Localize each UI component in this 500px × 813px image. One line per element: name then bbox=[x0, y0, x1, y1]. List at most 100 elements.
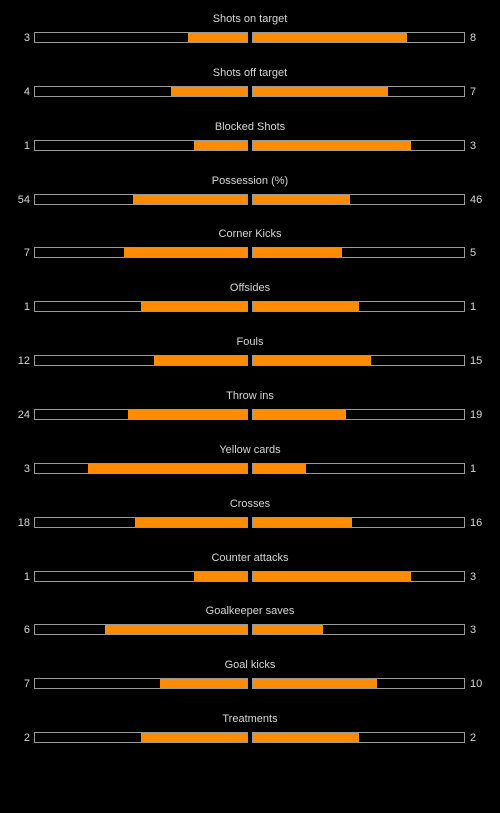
away-bar-fill bbox=[253, 33, 408, 42]
home-bar bbox=[34, 517, 248, 528]
stat-row: Goalkeeper saves 6 3 bbox=[0, 604, 500, 644]
away-value: 3 bbox=[470, 140, 477, 152]
stat-label: Shots on target bbox=[212, 13, 288, 25]
stat-label: Crosses bbox=[229, 498, 271, 510]
home-bar-fill bbox=[132, 195, 247, 204]
stat-row: Blocked Shots 1 3 bbox=[0, 120, 500, 160]
home-bar-fill bbox=[124, 248, 247, 257]
stat-row: Shots on target 3 8 bbox=[0, 12, 500, 52]
away-bar bbox=[252, 140, 465, 151]
home-bar-fill bbox=[194, 141, 247, 150]
stat-label: Corner Kicks bbox=[218, 228, 282, 240]
away-bar-fill bbox=[253, 141, 412, 150]
home-bar-fill bbox=[88, 464, 247, 473]
away-bar bbox=[252, 517, 465, 528]
home-bar bbox=[34, 247, 248, 258]
away-bar-fill bbox=[253, 248, 342, 257]
home-value: 1 bbox=[23, 571, 30, 583]
stat-label: Offsides bbox=[229, 282, 271, 294]
home-bar bbox=[34, 732, 248, 743]
home-value: 4 bbox=[23, 86, 30, 98]
stat-label: Treatments bbox=[222, 713, 278, 725]
away-bar-fill bbox=[253, 302, 359, 311]
home-bar-fill bbox=[170, 87, 247, 96]
home-bar-fill bbox=[141, 302, 247, 311]
home-bar bbox=[34, 678, 248, 689]
away-bar bbox=[252, 355, 465, 366]
home-value: 3 bbox=[23, 463, 30, 475]
stat-row: Corner Kicks 7 5 bbox=[0, 227, 500, 267]
away-value: 19 bbox=[470, 409, 483, 421]
away-bar-fill bbox=[253, 195, 351, 204]
stat-row: Fouls 12 15 bbox=[0, 335, 500, 375]
away-bar-fill bbox=[253, 679, 378, 688]
away-bar-fill bbox=[253, 87, 389, 96]
stat-row: Crosses 18 16 bbox=[0, 497, 500, 537]
away-bar-fill bbox=[253, 356, 372, 365]
home-value: 1 bbox=[23, 140, 30, 152]
away-bar bbox=[252, 463, 465, 474]
home-value: 1 bbox=[23, 301, 30, 313]
home-value: 7 bbox=[23, 247, 30, 259]
away-bar bbox=[252, 678, 465, 689]
stat-row: Possession (%) 54 46 bbox=[0, 174, 500, 214]
home-bar bbox=[34, 194, 248, 205]
away-value: 15 bbox=[470, 355, 483, 367]
home-value: 2 bbox=[23, 732, 30, 744]
home-value: 12 bbox=[17, 355, 30, 367]
away-value: 3 bbox=[470, 571, 477, 583]
away-bar-fill bbox=[253, 410, 346, 419]
away-value: 8 bbox=[470, 32, 477, 44]
stat-label: Blocked Shots bbox=[214, 121, 286, 133]
stat-label: Counter attacks bbox=[211, 552, 289, 564]
home-value: 54 bbox=[17, 194, 30, 206]
stat-label: Throw ins bbox=[226, 390, 274, 402]
away-bar bbox=[252, 194, 465, 205]
away-value: 46 bbox=[470, 194, 483, 206]
stat-row: Goal kicks 7 10 bbox=[0, 658, 500, 698]
away-value: 1 bbox=[470, 301, 477, 313]
away-value: 10 bbox=[470, 678, 483, 690]
stat-row: Yellow cards 3 1 bbox=[0, 443, 500, 483]
home-bar-fill bbox=[134, 518, 247, 527]
stat-row: Counter attacks 1 3 bbox=[0, 551, 500, 591]
away-bar bbox=[252, 732, 465, 743]
home-bar-fill bbox=[153, 356, 247, 365]
away-bar bbox=[252, 247, 465, 258]
away-value: 1 bbox=[470, 463, 477, 475]
away-value: 7 bbox=[470, 86, 477, 98]
home-bar-fill bbox=[128, 410, 247, 419]
stat-label: Fouls bbox=[236, 336, 264, 348]
away-bar-fill bbox=[253, 572, 412, 581]
away-value: 16 bbox=[470, 517, 483, 529]
home-bar-fill bbox=[187, 33, 247, 42]
home-bar-fill bbox=[194, 572, 247, 581]
stat-label: Possession (%) bbox=[211, 175, 289, 187]
away-bar bbox=[252, 32, 465, 43]
away-bar-fill bbox=[253, 464, 306, 473]
home-value: 18 bbox=[17, 517, 30, 529]
stat-row: Treatments 2 2 bbox=[0, 712, 500, 752]
home-bar-fill bbox=[104, 625, 247, 634]
home-bar bbox=[34, 86, 248, 97]
stat-row: Shots off target 4 7 bbox=[0, 66, 500, 106]
away-bar bbox=[252, 624, 465, 635]
stat-label: Yellow cards bbox=[219, 444, 281, 456]
home-bar bbox=[34, 301, 248, 312]
home-bar-fill bbox=[160, 679, 247, 688]
away-value: 2 bbox=[470, 732, 477, 744]
home-value: 3 bbox=[23, 32, 30, 44]
stat-row: Throw ins 24 19 bbox=[0, 389, 500, 429]
home-bar bbox=[34, 571, 248, 582]
away-bar bbox=[252, 409, 465, 420]
stat-label: Goal kicks bbox=[224, 659, 276, 671]
stat-label: Goalkeeper saves bbox=[205, 605, 295, 617]
home-bar bbox=[34, 140, 248, 151]
away-bar bbox=[252, 571, 465, 582]
stat-row: Offsides 1 1 bbox=[0, 281, 500, 321]
home-bar bbox=[34, 32, 248, 43]
home-value: 7 bbox=[23, 678, 30, 690]
away-bar bbox=[252, 301, 465, 312]
away-value: 3 bbox=[470, 624, 477, 636]
